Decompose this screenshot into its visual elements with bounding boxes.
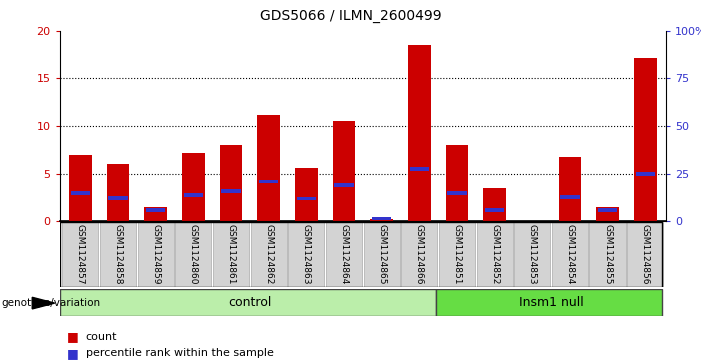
Bar (295, 168, 318, 221)
Bar (69, 155, 92, 221)
Bar (408, 45, 430, 221)
Bar (446, 145, 468, 221)
Bar (107, 164, 129, 221)
Bar (370, 219, 393, 221)
Bar (559, 157, 581, 221)
Bar (182, 153, 205, 221)
Bar (71, 191, 90, 195)
Polygon shape (32, 297, 55, 309)
Text: Insm1 null: Insm1 null (519, 296, 583, 309)
Text: GSM1124858: GSM1124858 (114, 224, 123, 285)
Bar (146, 208, 165, 212)
Bar (597, 207, 619, 221)
Bar (477, 222, 512, 287)
Bar (598, 208, 617, 212)
Bar (109, 196, 128, 200)
Text: GSM1124854: GSM1124854 (566, 224, 574, 285)
Text: GSM1124859: GSM1124859 (151, 224, 160, 285)
Text: GSM1124860: GSM1124860 (189, 224, 198, 285)
Bar (447, 191, 467, 195)
Bar (436, 289, 662, 316)
Text: percentile rank within the sample: percentile rank within the sample (86, 348, 273, 358)
Text: GSM1124861: GSM1124861 (226, 224, 236, 285)
Bar (483, 188, 506, 221)
Bar (560, 195, 580, 199)
Text: GSM1124865: GSM1124865 (377, 224, 386, 285)
Text: GSM1124851: GSM1124851 (452, 224, 461, 285)
Text: GSM1124862: GSM1124862 (264, 224, 273, 285)
Bar (485, 208, 504, 212)
Bar (364, 222, 400, 287)
Text: GSM1124853: GSM1124853 (528, 224, 537, 285)
Bar (222, 189, 240, 193)
Bar (401, 222, 437, 287)
Bar (297, 197, 316, 200)
Bar (627, 222, 663, 287)
Text: GSM1124852: GSM1124852 (490, 224, 499, 285)
Bar (60, 289, 436, 316)
Bar (184, 193, 203, 197)
Bar (288, 222, 325, 287)
Bar (409, 167, 429, 171)
Text: GSM1124864: GSM1124864 (339, 224, 348, 285)
Text: GSM1124866: GSM1124866 (415, 224, 424, 285)
Text: GSM1124855: GSM1124855 (603, 224, 612, 285)
Bar (175, 222, 212, 287)
Bar (219, 145, 243, 221)
Text: GSM1124856: GSM1124856 (641, 224, 650, 285)
Text: ■: ■ (67, 347, 79, 360)
Text: GDS5066 / ILMN_2600499: GDS5066 / ILMN_2600499 (259, 9, 442, 23)
Bar (137, 222, 174, 287)
Bar (62, 222, 98, 287)
Text: count: count (86, 332, 117, 342)
Bar (514, 222, 550, 287)
Bar (213, 222, 249, 287)
Bar (259, 179, 278, 183)
Bar (636, 172, 655, 176)
Text: GSM1124857: GSM1124857 (76, 224, 85, 285)
Text: GSM1124863: GSM1124863 (301, 224, 311, 285)
Text: control: control (228, 296, 271, 309)
Bar (250, 222, 287, 287)
Bar (634, 57, 657, 221)
Bar (552, 222, 588, 287)
Bar (333, 121, 355, 221)
Bar (100, 222, 136, 287)
Bar (326, 222, 362, 287)
Bar (257, 115, 280, 221)
Bar (372, 217, 391, 220)
Text: ■: ■ (67, 330, 79, 343)
Text: genotype/variation: genotype/variation (1, 298, 100, 308)
Bar (439, 222, 475, 287)
Bar (334, 183, 353, 187)
Bar (144, 207, 167, 221)
Bar (590, 222, 626, 287)
